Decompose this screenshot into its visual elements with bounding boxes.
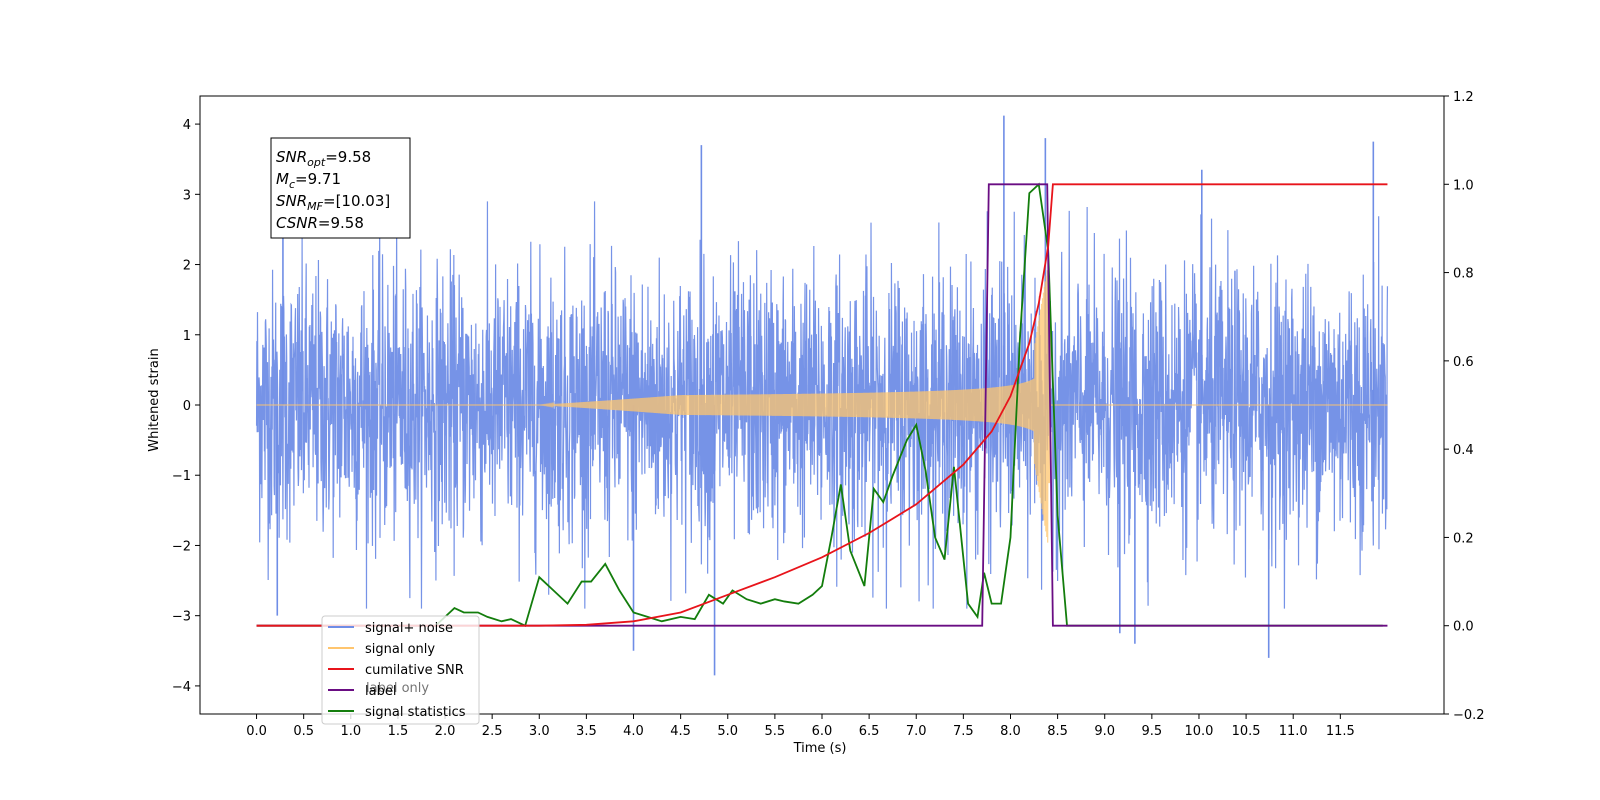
y2-tick-label: 0.6 [1453, 355, 1474, 370]
x-tick-label: 9.0 [1094, 724, 1115, 739]
signal-only-line [256, 264, 1388, 543]
legend: label only signal+ noise signal only cumila… [321, 615, 480, 725]
x-tick-label: 4.0 [623, 724, 644, 739]
y-tick-label: 2 [183, 259, 191, 274]
legend-label: signal only [365, 642, 435, 657]
y-tick-label: 4 [183, 118, 191, 133]
legend-label: cumilative SNR [365, 663, 464, 678]
x-tick-label: 6.5 [859, 724, 880, 739]
legend-label: signal statistics [365, 705, 466, 720]
legend-label: label [365, 684, 396, 699]
y2-tick-label: 0.4 [1453, 443, 1474, 458]
x-tick-label: 8.5 [1047, 724, 1068, 739]
x-tick-label: 4.5 [670, 724, 691, 739]
x-tick-label: 5.0 [717, 724, 738, 739]
annotation-frame [270, 137, 411, 239]
annotation-line: SNRopt=9.58 [276, 148, 371, 169]
y2-tick-label: 0.8 [1453, 267, 1474, 282]
annotation-symbol: SNR [276, 148, 307, 166]
annotation-line: Mc=9.71 [276, 170, 341, 191]
annotation-value: =[10.03] [323, 192, 390, 210]
x-tick-label: 1.5 [388, 724, 409, 739]
legend-label: signal+ noise [365, 621, 453, 636]
y2-tick-label: 0.0 [1453, 620, 1474, 635]
x-tick-label: 8.0 [1000, 724, 1021, 739]
x-tick-label: 7.0 [906, 724, 927, 739]
x-tick-label: 10.0 [1184, 724, 1213, 739]
x-tick-label: 9.5 [1142, 724, 1163, 739]
annotation-line: CSNR=9.58 [276, 214, 364, 232]
annotation-value: =9.58 [318, 214, 364, 232]
x-tick-label: 11.0 [1279, 724, 1308, 739]
axes: 0.0 0.5 1.0 1.5 2.0 2.5 3.0 3.5 4.0 4.5 5.0 5.5 6.0 6… [172, 90, 1485, 739]
x-axis-label: Time (s) [793, 741, 847, 756]
y-tick-label: −2 [172, 539, 191, 554]
y-tick-label: 0 [183, 399, 191, 414]
y-tick-label: −3 [172, 610, 191, 625]
x-tick-label: 2.0 [435, 724, 456, 739]
annotation-subscript: MF [307, 200, 323, 213]
legend-ghost-text: label only [366, 681, 429, 696]
x-tick-label: 10.5 [1232, 724, 1261, 739]
cumulative-snr-line [256, 183, 1388, 627]
x-tick-label: 1.0 [340, 724, 361, 739]
x-tick-label: 3.0 [529, 724, 550, 739]
y-tick-label: −1 [172, 469, 191, 484]
legend-frame [321, 615, 480, 725]
plot-area [255, 115, 1389, 676]
x-tick-label: 2.5 [482, 724, 503, 739]
y-axis-label: Whitened strain [147, 348, 162, 451]
signal-statistics-line [256, 182, 1383, 627]
plot-content [255, 115, 1389, 676]
annotation-symbol: M [276, 170, 289, 188]
y2-tick-label: −0.2 [1453, 708, 1485, 723]
y-tick-label: −4 [172, 680, 191, 695]
annotation-subscript: c [289, 178, 295, 191]
annotation-subscript: opt [307, 156, 326, 169]
annotation-line: SNRMF=[10.03] [276, 192, 390, 213]
y2-tick-label: 1.2 [1453, 90, 1474, 105]
x-tick-label: 0.0 [246, 724, 267, 739]
y2-tick-label: 1.0 [1453, 178, 1474, 193]
y2-tick-label: 0.2 [1453, 531, 1474, 546]
annotation-symbol: SNR [276, 192, 307, 210]
x-tick-label: 6.0 [812, 724, 833, 739]
x-tick-label: 3.5 [576, 724, 597, 739]
y-tick-label: 1 [183, 329, 191, 344]
x-tick-label: 5.5 [765, 724, 786, 739]
annotation-value: =9.58 [325, 148, 371, 166]
annotation-symbol: CSNR [276, 214, 318, 232]
x-tick-label: 7.5 [953, 724, 974, 739]
y-tick-label: 3 [183, 188, 191, 203]
annotation-value: =9.71 [295, 170, 341, 188]
x-tick-label: 11.5 [1326, 724, 1355, 739]
x-tick-label: 0.5 [293, 724, 314, 739]
label-line [256, 183, 1388, 627]
